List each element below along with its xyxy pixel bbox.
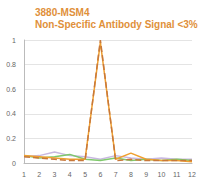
svg-text:3: 3 [53, 171, 57, 178]
svg-text:12: 12 [188, 171, 196, 178]
svg-text:8: 8 [129, 171, 133, 178]
svg-text:3880-MSM4: 3880-MSM4 [35, 7, 90, 18]
svg-text:9: 9 [144, 171, 148, 178]
svg-text:0.2: 0.2 [6, 135, 16, 142]
svg-text:1: 1 [12, 37, 16, 44]
svg-text:2: 2 [37, 171, 41, 178]
svg-text:11: 11 [173, 171, 180, 178]
svg-text:Non-Specific Antibody Signal <: Non-Specific Antibody Signal <3% [35, 19, 198, 30]
svg-text:6: 6 [98, 171, 102, 178]
svg-text:4: 4 [68, 171, 72, 178]
svg-text:0.8: 0.8 [6, 61, 16, 68]
svg-text:10: 10 [158, 171, 166, 178]
svg-text:1: 1 [22, 171, 26, 178]
svg-text:0.4: 0.4 [6, 110, 16, 117]
svg-text:7: 7 [114, 171, 118, 178]
svg-text:0.6: 0.6 [6, 86, 16, 93]
svg-text:5: 5 [83, 171, 87, 178]
svg-text:0: 0 [12, 160, 16, 167]
